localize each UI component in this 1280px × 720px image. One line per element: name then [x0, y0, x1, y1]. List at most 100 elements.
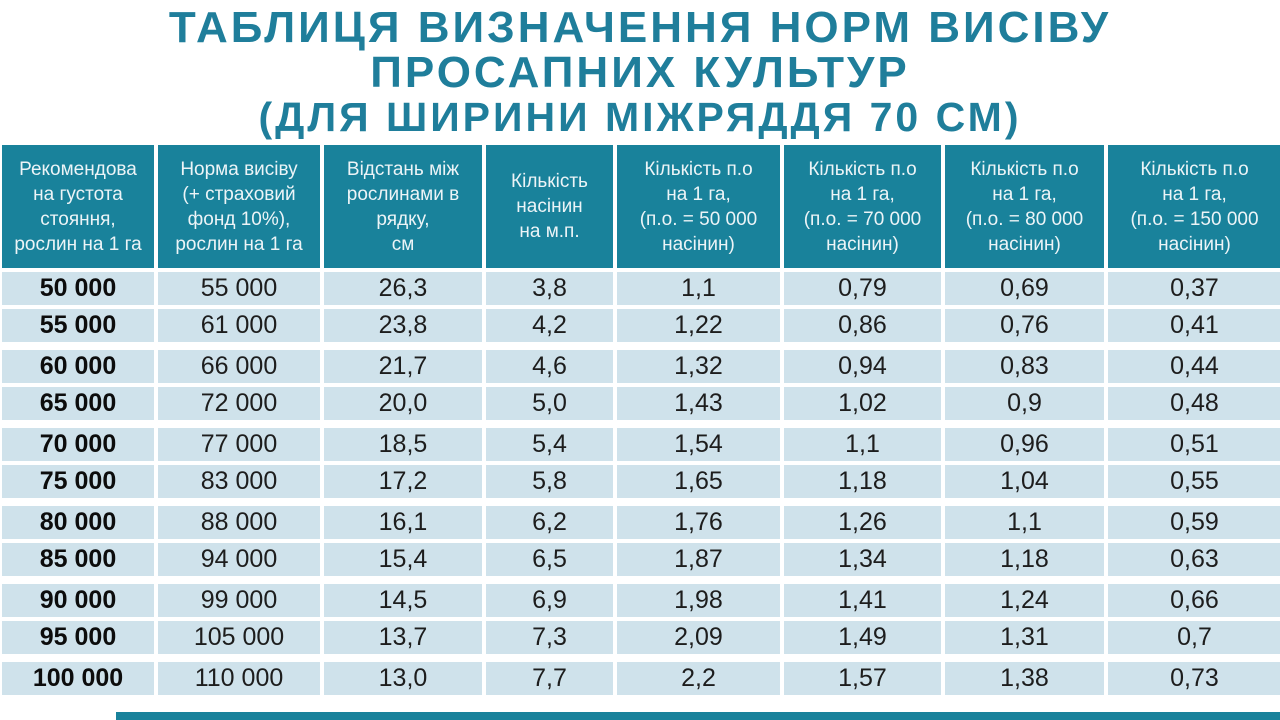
table-cell: 13,7 — [324, 621, 482, 654]
table-cell: 55 000 — [158, 272, 320, 305]
table-cell: 0,73 — [1108, 662, 1280, 695]
row-header-cell: 85 000 — [2, 543, 154, 576]
header-cell-col3: Відстань між рослинами в рядку, см — [324, 145, 482, 268]
footer-accent-bar — [116, 712, 1280, 720]
table-cell: 1,87 — [617, 543, 780, 576]
table-cell: 88 000 — [158, 506, 320, 539]
table-cell: 2,09 — [617, 621, 780, 654]
table-cell: 1,43 — [617, 387, 780, 420]
table-cell: 20,0 — [324, 387, 482, 420]
table-cell: 105 000 — [158, 621, 320, 654]
seeding-table: Рекомендова на густота стояння, рослин н… — [2, 145, 1280, 695]
table-row: 55 000 61 000 23,8 4,2 1,22 0,86 0,76 0,41 — [2, 309, 1280, 342]
table-cell: 15,4 — [324, 543, 482, 576]
table-cell: 1,02 — [784, 387, 941, 420]
table-row: 100 000 110 000 13,0 7,7 2,2 1,57 1,38 0,73 — [2, 662, 1280, 695]
table-cell: 0,59 — [1108, 506, 1280, 539]
row-header-cell: 75 000 — [2, 465, 154, 498]
title-line-3: (ДЛЯ ШИРИНИ МІЖРЯДДЯ 70 СМ) — [258, 94, 1022, 140]
table-cell: 77 000 — [158, 428, 320, 461]
header-cell-col5: Кількість п.о на 1 га, (п.о. = 50 000 на… — [617, 145, 780, 268]
table-cell: 1,38 — [945, 662, 1104, 695]
table-cell: 17,2 — [324, 465, 482, 498]
header-cell-col8: Кількість п.о на 1 га, (п.о. = 150 000 н… — [1108, 145, 1280, 268]
table-cell: 1,18 — [784, 465, 941, 498]
table-cell: 0,63 — [1108, 543, 1280, 576]
row-header-cell: 65 000 — [2, 387, 154, 420]
row-header-cell: 60 000 — [2, 350, 154, 383]
table-cell: 1,04 — [945, 465, 1104, 498]
table-cell: 0,55 — [1108, 465, 1280, 498]
table-cell: 1,41 — [784, 584, 941, 617]
header-cell-col4: Кількість насінин на м.п. — [486, 145, 613, 268]
table-row: 80 000 88 000 16,1 6,2 1,76 1,26 1,1 0,59 — [2, 506, 1280, 539]
table-cell: 0,76 — [945, 309, 1104, 342]
table-row: 95 000 105 000 13,7 7,3 2,09 1,49 1,31 0,7 — [2, 621, 1280, 654]
table-cell: 13,0 — [324, 662, 482, 695]
header-cell-col6: Кількість п.о на 1 га, (п.о. = 70 000 на… — [784, 145, 941, 268]
table-cell: 1,54 — [617, 428, 780, 461]
table-cell: 83 000 — [158, 465, 320, 498]
table-row: 85 000 94 000 15,4 6,5 1,87 1,34 1,18 0,63 — [2, 543, 1280, 576]
table-cell: 5,0 — [486, 387, 613, 420]
table-cell: 6,2 — [486, 506, 613, 539]
table-cell: 7,7 — [486, 662, 613, 695]
table-cell: 1,65 — [617, 465, 780, 498]
table-cell: 0,86 — [784, 309, 941, 342]
table-row: 90 000 99 000 14,5 6,9 1,98 1,41 1,24 0,66 — [2, 584, 1280, 617]
table-cell: 0,79 — [784, 272, 941, 305]
table-cell: 5,8 — [486, 465, 613, 498]
table-cell: 0,69 — [945, 272, 1104, 305]
table-cell: 7,3 — [486, 621, 613, 654]
title-line-2: ПРОСАПНИХ КУЛЬТУР — [370, 48, 910, 97]
table-cell: 1,24 — [945, 584, 1104, 617]
table-cell: 23,8 — [324, 309, 482, 342]
table-cell: 94 000 — [158, 543, 320, 576]
title-line-1: ТАБЛИЦЯ ВИЗНАЧЕННЯ НОРМ ВИСІВУ — [168, 3, 1112, 52]
row-header-cell: 80 000 — [2, 506, 154, 539]
table-row: 65 000 72 000 20,0 5,0 1,43 1,02 0,9 0,48 — [2, 387, 1280, 420]
row-header-cell: 50 000 — [2, 272, 154, 305]
table-cell: 2,2 — [617, 662, 780, 695]
table-cell: 0,96 — [945, 428, 1104, 461]
table-cell: 4,2 — [486, 309, 613, 342]
table-cell: 0,37 — [1108, 272, 1280, 305]
row-header-cell: 95 000 — [2, 621, 154, 654]
table-cell: 0,41 — [1108, 309, 1280, 342]
table-cell: 72 000 — [158, 387, 320, 420]
row-header-cell: 90 000 — [2, 584, 154, 617]
header-cell-col7: Кількість п.о на 1 га, (п.о. = 80 000 на… — [945, 145, 1104, 268]
table-cell: 16,1 — [324, 506, 482, 539]
table-cell: 110 000 — [158, 662, 320, 695]
row-header-cell: 55 000 — [2, 309, 154, 342]
header-cell-col2: Норма висіву (+ страховий фонд 10%), рос… — [158, 145, 320, 268]
table-cell: 1,98 — [617, 584, 780, 617]
table-cell: 0,66 — [1108, 584, 1280, 617]
table-cell: 0,51 — [1108, 428, 1280, 461]
table-cell: 1,22 — [617, 309, 780, 342]
table-cell: 0,83 — [945, 350, 1104, 383]
table-cell: 0,9 — [945, 387, 1104, 420]
table-row: 70 000 77 000 18,5 5,4 1,54 1,1 0,96 0,51 — [2, 428, 1280, 461]
table-cell: 1,76 — [617, 506, 780, 539]
table-cell: 1,49 — [784, 621, 941, 654]
table-row: 75 000 83 000 17,2 5,8 1,65 1,18 1,04 0,55 — [2, 465, 1280, 498]
table-cell: 66 000 — [158, 350, 320, 383]
table-cell: 6,9 — [486, 584, 613, 617]
table-row: 50 000 55 000 26,3 3,8 1,1 0,79 0,69 0,37 — [2, 272, 1280, 305]
table-row: 60 000 66 000 21,7 4,6 1,32 0,94 0,83 0,44 — [2, 350, 1280, 383]
table-cell: 1,26 — [784, 506, 941, 539]
table-cell: 0,48 — [1108, 387, 1280, 420]
table-cell: 1,1 — [784, 428, 941, 461]
table-cell: 1,1 — [617, 272, 780, 305]
table-header-row: Рекомендова на густота стояння, рослин н… — [2, 145, 1280, 268]
table-cell: 99 000 — [158, 584, 320, 617]
table-cell: 26,3 — [324, 272, 482, 305]
table-cell: 14,5 — [324, 584, 482, 617]
table-cell: 61 000 — [158, 309, 320, 342]
table-cell: 1,1 — [945, 506, 1104, 539]
page-title: ТАБЛИЦЯ ВИЗНАЧЕННЯ НОРМ ВИСІВУ ПРОСАПНИХ… — [0, 0, 1280, 140]
table-cell: 5,4 — [486, 428, 613, 461]
row-header-cell: 70 000 — [2, 428, 154, 461]
